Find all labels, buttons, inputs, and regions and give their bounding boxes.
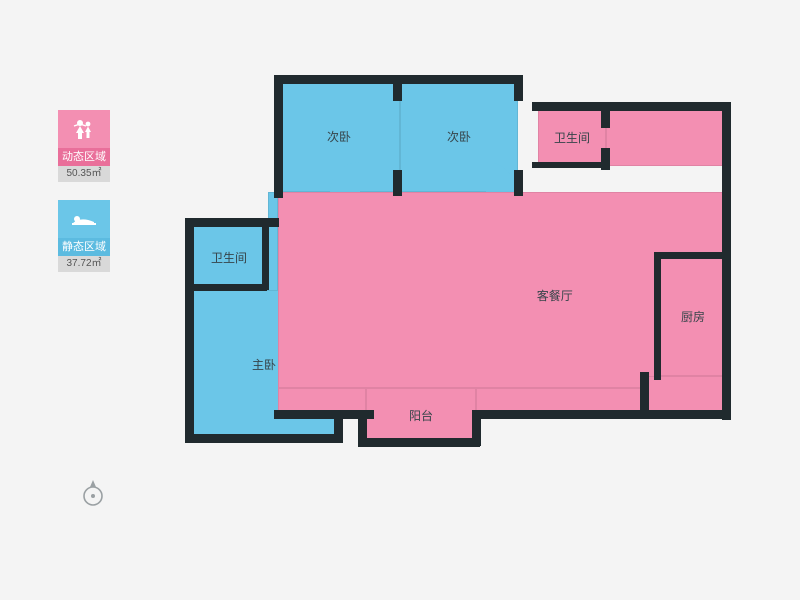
room-kitchen: 厨房 [660,256,726,376]
room-label: 厨房 [681,308,705,325]
legend-static: 静态区域 37.72㎡ [58,200,110,272]
legend-static-label: 静态区域 [58,238,110,256]
room-label: 阳台 [409,407,433,424]
legend-dynamic: 动态区域 50.35㎡ [58,110,110,182]
floorplan: 次卧次卧卫生间卫生间主卧客餐厅厨房阳台 [190,80,750,510]
room-living_ext_r [476,388,644,416]
legend-static-icon [58,200,110,238]
room-label: 次卧 [447,128,471,145]
room-label: 卫生间 [211,249,247,266]
room-bath_top: 卫生间 [538,108,606,166]
room-balcony: 阳台 [366,388,476,442]
legend-dynamic-icon [58,110,110,148]
room-corridor_top [606,108,726,166]
room-living_ext_l [278,388,366,416]
room-bed2_left: 次卧 [278,80,400,192]
legend-dynamic-value: 50.35㎡ [58,166,110,182]
compass-icon [80,478,106,513]
room-living: 客餐厅 [278,192,726,388]
room-label: 次卧 [327,128,351,145]
legend-static-value: 37.72㎡ [58,256,110,272]
sleep-icon [70,210,98,228]
room-bed2_right: 次卧 [400,80,518,192]
people-icon [71,118,97,140]
room-bath_left: 卫生间 [190,224,268,290]
room-label: 卫生间 [554,129,590,146]
room-label: 客餐厅 [537,287,573,304]
room-label: 主卧 [252,356,276,373]
legend-panel: 动态区域 50.35㎡ 静态区域 37.72㎡ [58,110,110,290]
legend-dynamic-label: 动态区域 [58,148,110,166]
room-kitchen_ext [644,376,726,416]
